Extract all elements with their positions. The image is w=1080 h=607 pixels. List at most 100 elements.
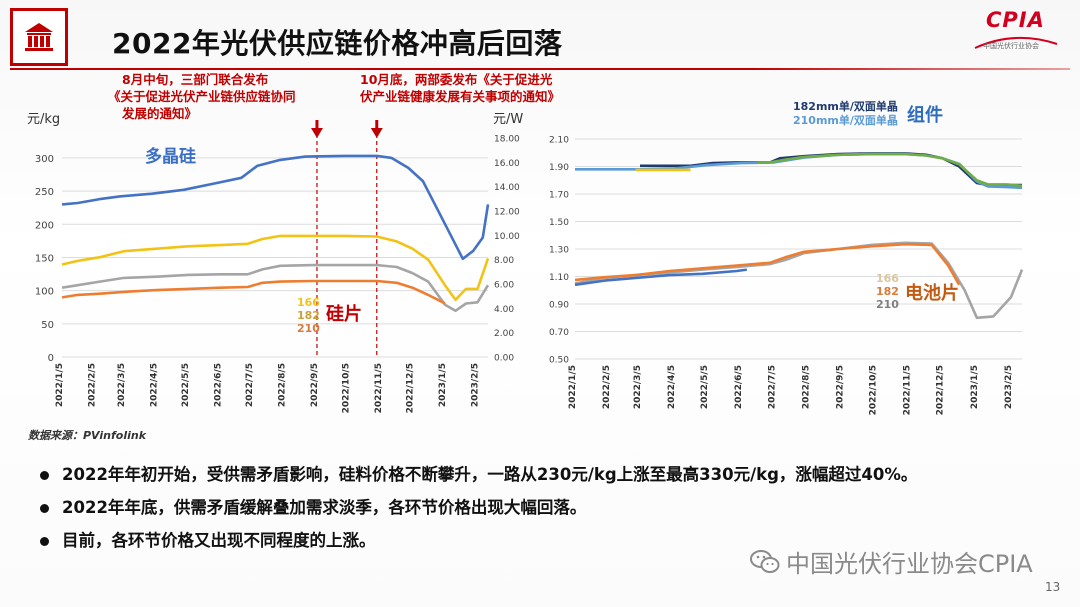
- y-right-tick-label: 14.00: [494, 183, 520, 193]
- watermark-text: 中国光伏行业协会CPIA: [786, 550, 1033, 578]
- wafer-size-label: 210: [297, 322, 320, 335]
- series-line-6: [574, 268, 747, 287]
- title-divider: [10, 68, 1070, 70]
- x-tick-label: 2023/1/5: [970, 365, 980, 409]
- y-tick-label: 0.50: [549, 356, 569, 366]
- y-right-tick-label: 8.00: [494, 256, 514, 266]
- x-tick-label: 2022/4/5: [149, 363, 159, 407]
- y-left-tick-label: 300: [35, 154, 54, 165]
- x-tick-label: 2022/7/5: [767, 365, 777, 409]
- y-right-tick-label: 0.00: [494, 354, 514, 364]
- x-tick-label: 2022/8/5: [277, 363, 287, 407]
- annotation-august-line: 8月中旬，三部门联合发布: [122, 72, 269, 87]
- annotation-october-line: 10月底，两部委发布《关于促进光: [360, 72, 553, 87]
- x-tick-label: 2022/6/5: [213, 363, 223, 407]
- x-tick-label: 2022/3/5: [117, 363, 127, 407]
- polysilicon-label: 多晶硅: [145, 146, 196, 167]
- y-right-tick-label: 18.00: [494, 135, 520, 145]
- x-tick-label: 2022/5/5: [700, 365, 710, 409]
- y-left-tick-label: 0: [48, 353, 54, 364]
- wafer-size-label: 166: [297, 296, 320, 309]
- data-source: 数据来源：PVinfolink: [28, 429, 147, 442]
- y-left-tick-label: 250: [35, 187, 54, 198]
- x-tick-label: 2022/9/5: [836, 365, 846, 409]
- y-tick-label: 1.90: [549, 163, 569, 173]
- polysilicon-wafer-price-chart: 0 50 100 150 200 250 300 0.00 2.00 4.00 6.00 8.00 10…: [35, 120, 520, 413]
- bullet-item: 2022年年底，供需矛盾缓解叠加需求淡季，各环节价格出现大幅回落。: [40, 498, 917, 518]
- october-policy-marker-arrow-head: [370, 128, 383, 138]
- x-tick-label: 2023/2/5: [471, 363, 481, 407]
- left-chart-left-unit: 元/kg: [27, 112, 61, 127]
- series-line-2: [757, 152, 1023, 188]
- y-tick-label: 0.90: [549, 301, 569, 311]
- y-tick-label: 2.10: [549, 136, 569, 146]
- x-tick-label: 2022/10/5: [341, 363, 351, 413]
- cell-label: 电池片: [905, 282, 959, 304]
- x-tick-label: 2023/2/5: [1004, 365, 1014, 409]
- cell-size-label: 182: [876, 285, 899, 298]
- y-right-tick-label: 10.00: [494, 232, 520, 242]
- x-tick-label: 2022/10/5: [869, 365, 879, 415]
- x-tick-label: 2022/1/5: [55, 363, 65, 407]
- cpia-logo-text: CPIA: [986, 8, 1045, 32]
- x-tick-label: 2022/12/5: [405, 363, 415, 413]
- series-line-5: [574, 242, 961, 286]
- bullet-list: 2022年年初开始，受供需矛盾影响，硅料价格不断攀升，一路从230元/kg上涨至…: [40, 465, 917, 564]
- annotation-august-line: 《关于促进光伏产业链供应链协同: [108, 89, 296, 104]
- cell-size-label: 166: [876, 272, 899, 285]
- page-title: 2022年光伏供应链价格冲高后回落: [112, 27, 563, 60]
- x-tick-label: 2022/2/5: [602, 365, 612, 409]
- x-tick-label: 2022/5/5: [181, 363, 191, 407]
- y-right-tick-label: 16.00: [494, 159, 520, 169]
- module-182-label: 182mm单/双面单晶: [793, 100, 898, 113]
- x-tick-label: 2022/6/5: [734, 365, 744, 409]
- x-tick-label: 2022/12/5: [936, 365, 946, 415]
- x-tick-label: 2022/11/5: [374, 363, 384, 413]
- y-right-tick-label: 12.00: [494, 208, 520, 218]
- series-line-3: [61, 279, 446, 305]
- wafer-size-label: 182: [297, 309, 320, 322]
- left-chart-right-unit: 元/W: [493, 112, 524, 127]
- y-tick-label: 1.10: [549, 273, 569, 283]
- annotation-october: 10月底，两部委发布《关于促进光 伏产业链健康发展有关事项的通知》: [360, 71, 560, 105]
- series-line-1: [61, 234, 490, 302]
- module-210-label: 210mm单/双面单晶: [793, 113, 898, 127]
- y-right-tick-label: 6.00: [494, 281, 514, 291]
- cpia-logo-swoosh: [974, 36, 1058, 49]
- annotation-october-line: 伏产业链健康发展有关事项的通知》: [360, 89, 561, 104]
- x-tick-label: 2022/8/5: [801, 365, 811, 409]
- x-tick-label: 2022/7/5: [245, 363, 255, 407]
- y-left-tick-label: 100: [35, 287, 54, 298]
- x-tick-label: 2022/9/5: [310, 363, 320, 407]
- y-left-tick-label: 200: [35, 220, 54, 231]
- wafer-label: 硅片: [326, 303, 362, 325]
- x-tick-label: 2022/11/5: [903, 365, 913, 415]
- x-tick-label: 2022/4/5: [667, 365, 677, 409]
- annotation-august: 8月中旬，三部门联合发布 《关于促进光伏产业链供应链协同 发展的通知》: [82, 71, 296, 122]
- module-label: 组件: [907, 104, 943, 126]
- cpia-building-icon: [10, 8, 68, 66]
- y-tick-label: 1.70: [549, 191, 569, 201]
- cpia-logo-subtitle: 中国光伏行业协会: [983, 42, 1039, 50]
- x-tick-label: 2023/1/5: [438, 363, 448, 407]
- bullet-item: 2022年年初开始，受供需矛盾影响，硅料价格不断攀升，一路从230元/kg上涨至…: [40, 465, 917, 485]
- y-right-tick-label: 2.00: [494, 329, 514, 339]
- y-right-tick-label: 4.00: [494, 305, 514, 315]
- bullet-item: 目前，各环节价格又出现不同程度的上涨。: [40, 531, 917, 551]
- y-tick-label: 1.50: [549, 218, 569, 228]
- y-left-tick-label: 150: [35, 253, 54, 264]
- watermark: 中国光伏行业协会CPIA: [750, 544, 1033, 579]
- series-line-0: [61, 154, 490, 261]
- x-tick-label: 2022/3/5: [633, 365, 643, 409]
- cell-size-label: 210: [876, 298, 899, 311]
- page-number: 13: [1045, 580, 1061, 594]
- x-tick-label: 2022/1/5: [568, 365, 578, 409]
- wechat-icon: [750, 549, 780, 573]
- august-policy-marker-arrow-head: [310, 128, 323, 138]
- y-left-tick-label: 50: [41, 320, 54, 331]
- annotation-august-line: 发展的通知》: [122, 106, 198, 121]
- series-line-2: [61, 263, 490, 313]
- y-tick-label: 1.30: [549, 246, 569, 256]
- module-cell-price-chart: 0.50 0.70 0.90 1.10 1.30 1.50 1.70 1.90 2.10 2022…: [549, 100, 1024, 415]
- y-tick-label: 0.70: [549, 328, 569, 338]
